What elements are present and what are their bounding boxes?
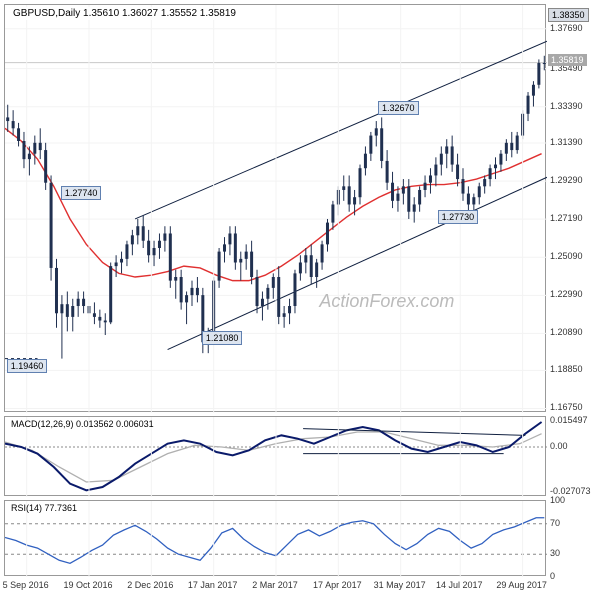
y-tick-label: 1.37690 xyxy=(550,23,583,33)
y-tick-label: 1.22990 xyxy=(550,289,583,299)
macd-y-tick: 0.00 xyxy=(550,441,568,451)
macd-svg xyxy=(5,417,547,497)
y-tick-label: 1.33390 xyxy=(550,101,583,111)
x-tick-label: 17 Apr 2017 xyxy=(313,580,362,590)
price-annotation: 1.32670 xyxy=(378,101,419,115)
price-annotation: 1.27730 xyxy=(438,210,479,224)
price-chart-panel: GBPUSD,Daily 1.35610 1.36027 1.35552 1.3… xyxy=(4,4,546,412)
x-tick-label: 5 Sep 2016 xyxy=(3,580,49,590)
price-annotation: 1.27740 xyxy=(61,186,102,200)
rsi-y-tick: 100 xyxy=(550,495,565,505)
y-tick-label: 1.18850 xyxy=(550,364,583,374)
rsi-panel: RSI(14) 77.7361 xyxy=(4,500,546,576)
macd-panel: MACD(12,26,9) 0.013562 0.006031 xyxy=(4,416,546,496)
y-tick-label: 1.20890 xyxy=(550,327,583,337)
chart-title: GBPUSD,Daily 1.35610 1.36027 1.35552 1.3… xyxy=(11,7,238,20)
macd-y-tick: 0.015497 xyxy=(550,415,588,425)
price-annotation: 1.21080 xyxy=(202,331,243,345)
y-tick-label: 1.27190 xyxy=(550,213,583,223)
x-tick-label: 19 Oct 2016 xyxy=(63,580,112,590)
rsi-label: RSI(14) 77.7361 xyxy=(11,503,77,513)
rsi-y-tick: 0 xyxy=(550,571,555,581)
x-tick-label: 14 Jul 2017 xyxy=(436,580,483,590)
y-tick-label: 1.16750 xyxy=(550,402,583,412)
rsi-y-tick: 30 xyxy=(550,548,560,558)
target-price-label: 1.38350 xyxy=(548,8,589,22)
x-tick-label: 31 May 2017 xyxy=(374,580,426,590)
rsi-y-tick: 70 xyxy=(550,518,560,528)
x-tick-label: 2 Dec 2016 xyxy=(127,580,173,590)
ohlc-label: 1.35610 1.36027 1.35552 1.35819 xyxy=(83,8,236,19)
x-tick-label: 2 Mar 2017 xyxy=(252,580,298,590)
y-tick-label: 1.29290 xyxy=(550,175,583,185)
y-tick-label: 1.25090 xyxy=(550,251,583,261)
current-price-label: 1.35819 xyxy=(548,54,587,66)
x-tick-label: 17 Jan 2017 xyxy=(188,580,238,590)
symbol-label: GBPUSD,Daily xyxy=(13,8,80,19)
macd-label: MACD(12,26,9) 0.013562 0.006031 xyxy=(11,419,154,429)
price-annotation: 1.19460 xyxy=(7,359,48,373)
rsi-svg xyxy=(5,501,547,577)
x-tick-label: 29 Aug 2017 xyxy=(496,580,547,590)
y-tick-label: 1.31390 xyxy=(550,137,583,147)
